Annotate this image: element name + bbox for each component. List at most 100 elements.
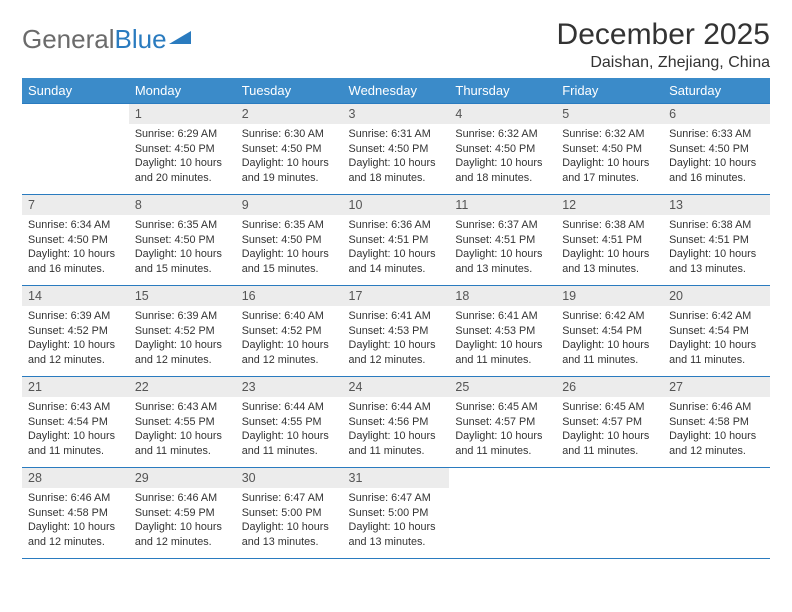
day-info: Sunrise: 6:38 AMSunset: 4:51 PMDaylight:… — [663, 215, 770, 281]
calendar-day-cell: 7Sunrise: 6:34 AMSunset: 4:50 PMDaylight… — [22, 195, 129, 286]
day-info: Sunrise: 6:42 AMSunset: 4:54 PMDaylight:… — [663, 306, 770, 372]
day-number: 9 — [236, 195, 343, 215]
logo-triangle-icon — [169, 28, 191, 44]
daylight-text: Daylight: 10 hours and 11 minutes. — [562, 429, 657, 458]
calendar-day-cell: 13Sunrise: 6:38 AMSunset: 4:51 PMDayligh… — [663, 195, 770, 286]
calendar-week-row: 28Sunrise: 6:46 AMSunset: 4:58 PMDayligh… — [22, 468, 770, 559]
day-number: 7 — [22, 195, 129, 215]
daylight-text: Daylight: 10 hours and 11 minutes. — [455, 429, 550, 458]
day-number: 1 — [129, 104, 236, 124]
day-info: Sunrise: 6:33 AMSunset: 4:50 PMDaylight:… — [663, 124, 770, 190]
calendar-day-cell: 6Sunrise: 6:33 AMSunset: 4:50 PMDaylight… — [663, 104, 770, 195]
daylight-text: Daylight: 10 hours and 16 minutes. — [669, 156, 764, 185]
calendar-day-cell: 18Sunrise: 6:41 AMSunset: 4:53 PMDayligh… — [449, 286, 556, 377]
day-info: Sunrise: 6:46 AMSunset: 4:58 PMDaylight:… — [663, 397, 770, 463]
day-info: Sunrise: 6:39 AMSunset: 4:52 PMDaylight:… — [129, 306, 236, 372]
sunrise-text: Sunrise: 6:44 AM — [349, 400, 444, 415]
sunset-text: Sunset: 4:50 PM — [669, 142, 764, 157]
day-info: Sunrise: 6:41 AMSunset: 4:53 PMDaylight:… — [449, 306, 556, 372]
daylight-text: Daylight: 10 hours and 11 minutes. — [349, 429, 444, 458]
calendar-day-cell: 4Sunrise: 6:32 AMSunset: 4:50 PMDaylight… — [449, 104, 556, 195]
calendar-day-cell: 3Sunrise: 6:31 AMSunset: 4:50 PMDaylight… — [343, 104, 450, 195]
calendar-week-row: 14Sunrise: 6:39 AMSunset: 4:52 PMDayligh… — [22, 286, 770, 377]
day-info: Sunrise: 6:37 AMSunset: 4:51 PMDaylight:… — [449, 215, 556, 281]
sunset-text: Sunset: 4:53 PM — [349, 324, 444, 339]
sunrise-text: Sunrise: 6:41 AM — [349, 309, 444, 324]
sunrise-text: Sunrise: 6:43 AM — [135, 400, 230, 415]
sunset-text: Sunset: 4:52 PM — [28, 324, 123, 339]
calendar-week-row: 21Sunrise: 6:43 AMSunset: 4:54 PMDayligh… — [22, 377, 770, 468]
day-info: Sunrise: 6:46 AMSunset: 4:59 PMDaylight:… — [129, 488, 236, 554]
calendar-day-cell: 24Sunrise: 6:44 AMSunset: 4:56 PMDayligh… — [343, 377, 450, 468]
sunrise-text: Sunrise: 6:42 AM — [669, 309, 764, 324]
sunset-text: Sunset: 4:50 PM — [135, 142, 230, 157]
calendar-day-cell — [556, 468, 663, 559]
daylight-text: Daylight: 10 hours and 13 minutes. — [242, 520, 337, 549]
sunset-text: Sunset: 4:50 PM — [135, 233, 230, 248]
sunrise-text: Sunrise: 6:43 AM — [28, 400, 123, 415]
daylight-text: Daylight: 10 hours and 12 minutes. — [28, 338, 123, 367]
weekday-header: Sunday — [22, 78, 129, 104]
calendar-day-cell: 10Sunrise: 6:36 AMSunset: 4:51 PMDayligh… — [343, 195, 450, 286]
daylight-text: Daylight: 10 hours and 18 minutes. — [349, 156, 444, 185]
day-info: Sunrise: 6:45 AMSunset: 4:57 PMDaylight:… — [449, 397, 556, 463]
calendar-day-cell: 23Sunrise: 6:44 AMSunset: 4:55 PMDayligh… — [236, 377, 343, 468]
sunrise-text: Sunrise: 6:47 AM — [242, 491, 337, 506]
calendar-day-cell: 28Sunrise: 6:46 AMSunset: 4:58 PMDayligh… — [22, 468, 129, 559]
sunset-text: Sunset: 4:54 PM — [562, 324, 657, 339]
calendar-day-cell: 29Sunrise: 6:46 AMSunset: 4:59 PMDayligh… — [129, 468, 236, 559]
calendar-day-cell: 30Sunrise: 6:47 AMSunset: 5:00 PMDayligh… — [236, 468, 343, 559]
day-info: Sunrise: 6:43 AMSunset: 4:54 PMDaylight:… — [22, 397, 129, 463]
day-number: 29 — [129, 468, 236, 488]
calendar-day-cell: 19Sunrise: 6:42 AMSunset: 4:54 PMDayligh… — [556, 286, 663, 377]
daylight-text: Daylight: 10 hours and 13 minutes. — [669, 247, 764, 276]
sunrise-text: Sunrise: 6:31 AM — [349, 127, 444, 142]
day-number: 21 — [22, 377, 129, 397]
day-number: 23 — [236, 377, 343, 397]
sunrise-text: Sunrise: 6:34 AM — [28, 218, 123, 233]
day-number: 24 — [343, 377, 450, 397]
weekday-header: Wednesday — [343, 78, 450, 104]
day-info: Sunrise: 6:39 AMSunset: 4:52 PMDaylight:… — [22, 306, 129, 372]
page-title: December 2025 — [557, 18, 770, 52]
sunrise-text: Sunrise: 6:46 AM — [135, 491, 230, 506]
sunset-text: Sunset: 4:53 PM — [455, 324, 550, 339]
sunrise-text: Sunrise: 6:39 AM — [28, 309, 123, 324]
day-info: Sunrise: 6:30 AMSunset: 4:50 PMDaylight:… — [236, 124, 343, 190]
day-number: 12 — [556, 195, 663, 215]
sunrise-text: Sunrise: 6:45 AM — [455, 400, 550, 415]
day-info: Sunrise: 6:35 AMSunset: 4:50 PMDaylight:… — [129, 215, 236, 281]
day-info: Sunrise: 6:35 AMSunset: 4:50 PMDaylight:… — [236, 215, 343, 281]
sunrise-text: Sunrise: 6:37 AM — [455, 218, 550, 233]
day-number: 28 — [22, 468, 129, 488]
day-info: Sunrise: 6:40 AMSunset: 4:52 PMDaylight:… — [236, 306, 343, 372]
sunset-text: Sunset: 4:52 PM — [242, 324, 337, 339]
calendar-day-cell — [22, 104, 129, 195]
calendar-day-cell: 17Sunrise: 6:41 AMSunset: 4:53 PMDayligh… — [343, 286, 450, 377]
day-number: 20 — [663, 286, 770, 306]
weekday-header: Thursday — [449, 78, 556, 104]
sunset-text: Sunset: 4:50 PM — [28, 233, 123, 248]
logo: GeneralBlue — [22, 18, 191, 55]
sunset-text: Sunset: 4:55 PM — [242, 415, 337, 430]
sunrise-text: Sunrise: 6:46 AM — [669, 400, 764, 415]
day-number: 31 — [343, 468, 450, 488]
daylight-text: Daylight: 10 hours and 15 minutes. — [242, 247, 337, 276]
sunset-text: Sunset: 4:51 PM — [562, 233, 657, 248]
day-number: 3 — [343, 104, 450, 124]
daylight-text: Daylight: 10 hours and 15 minutes. — [135, 247, 230, 276]
day-number: 22 — [129, 377, 236, 397]
day-info: Sunrise: 6:38 AMSunset: 4:51 PMDaylight:… — [556, 215, 663, 281]
sunset-text: Sunset: 4:52 PM — [135, 324, 230, 339]
day-info: Sunrise: 6:32 AMSunset: 4:50 PMDaylight:… — [449, 124, 556, 190]
sunset-text: Sunset: 5:00 PM — [242, 506, 337, 521]
daylight-text: Daylight: 10 hours and 12 minutes. — [135, 338, 230, 367]
calendar-day-cell: 22Sunrise: 6:43 AMSunset: 4:55 PMDayligh… — [129, 377, 236, 468]
title-block: December 2025 Daishan, Zhejiang, China — [557, 18, 770, 72]
calendar-table: SundayMondayTuesdayWednesdayThursdayFrid… — [22, 78, 770, 559]
sunset-text: Sunset: 4:51 PM — [669, 233, 764, 248]
day-info: Sunrise: 6:32 AMSunset: 4:50 PMDaylight:… — [556, 124, 663, 190]
daylight-text: Daylight: 10 hours and 17 minutes. — [562, 156, 657, 185]
day-number: 11 — [449, 195, 556, 215]
calendar-week-row: 1Sunrise: 6:29 AMSunset: 4:50 PMDaylight… — [22, 104, 770, 195]
